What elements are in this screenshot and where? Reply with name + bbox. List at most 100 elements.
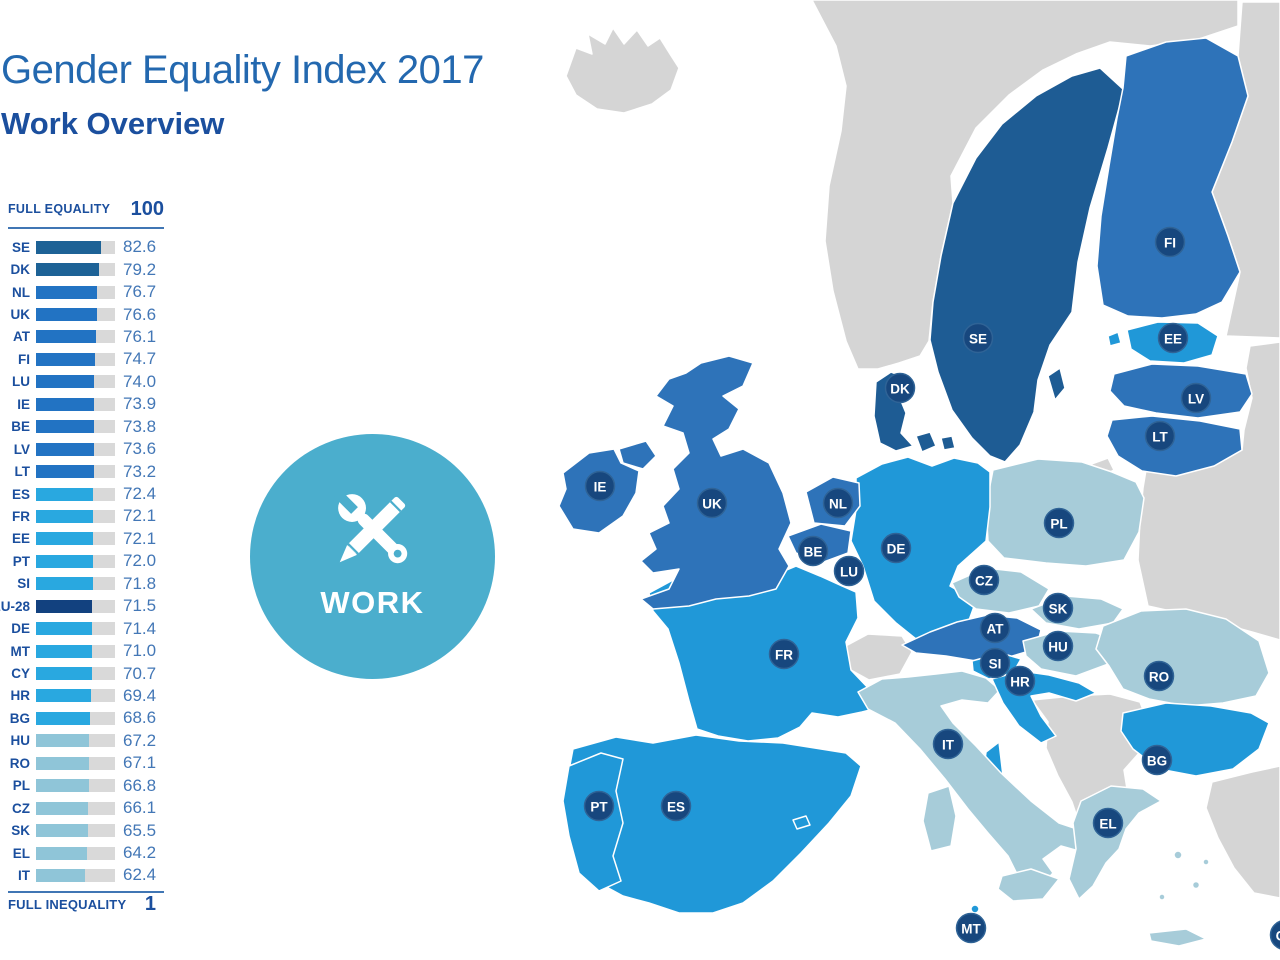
map-label-text-CY: CY — [1276, 929, 1280, 944]
bar-fill — [36, 868, 86, 882]
map-label-text-BE: BE — [804, 545, 823, 560]
bar-row-DE: DE 71.4 — [0, 617, 156, 639]
map-label-text-LV: LV — [1188, 392, 1204, 407]
bar-value: 72.0 — [123, 551, 157, 571]
map-country-labels: FI SE EE DK LV LT IE UK NL PL DE BE LU CZ SK AT HU FR SI RO… — [583, 226, 1280, 950]
bar-row-HU: HU 67.2 — [0, 730, 157, 752]
map-label-text-FR: FR — [775, 648, 793, 663]
map-label-circle-DK — [884, 372, 916, 404]
full-inequality-value: 1 — [144, 893, 156, 915]
bar-track — [36, 846, 115, 860]
bar-track — [36, 577, 115, 591]
map-label-text-EL: EL — [1099, 817, 1116, 832]
map-label-circle-EL — [1092, 807, 1124, 839]
bar-row-UK: UK 76.6 — [0, 303, 157, 325]
bar-country-label: RO — [9, 755, 30, 771]
bar-value: 82.6 — [123, 237, 157, 257]
bar-track — [36, 330, 115, 344]
island-mallorca-shape — [792, 815, 811, 830]
map-label-circle-PL — [1043, 507, 1075, 539]
bar-row-LU: LU 74.0 — [0, 371, 156, 393]
island-aegean-2 — [1191, 880, 1201, 890]
bar-track — [36, 689, 115, 703]
bar-value: 72.4 — [123, 484, 157, 504]
bar-value: 64.2 — [123, 843, 157, 863]
bar-row-RO: RO 67.1 — [0, 752, 156, 774]
bar-track — [36, 554, 115, 568]
bar-row-LV: LV 73.6 — [0, 438, 156, 460]
bar-value: 73.8 — [123, 416, 157, 436]
bar-row-BE: BE 73.8 — [0, 416, 156, 438]
country-uk-shape — [640, 355, 792, 610]
map-label-circle-CZ — [968, 564, 1000, 596]
bar-value: 76.6 — [123, 304, 157, 324]
scale-top: FULL EQUALITY 100 — [8, 199, 164, 219]
work-badge: WORK — [250, 434, 495, 679]
bar-country-label: MT — [10, 643, 31, 659]
bar-track — [36, 711, 115, 725]
island-aegean-1 — [1173, 850, 1183, 860]
island-saaremaa-shape — [1107, 331, 1122, 347]
bar-country-label: SI — [17, 576, 30, 592]
bar-row-MT: MT 71.0 — [0, 640, 157, 662]
bar-track — [36, 442, 115, 456]
map-label-circle-AT — [979, 612, 1011, 644]
map-label-circle-LU — [833, 555, 865, 587]
bar-track — [36, 397, 115, 411]
map-label-circle-PT — [583, 790, 615, 822]
bar-track — [36, 375, 115, 389]
bar-row-BG: BG 68.6 — [0, 707, 156, 729]
map-label-text-MT: MT — [961, 922, 981, 937]
map-label-text-NL: NL — [829, 497, 847, 512]
map-label-text-AT: AT — [987, 622, 1005, 637]
scale-rule-top — [8, 227, 164, 229]
bar-fill — [36, 734, 90, 748]
bar-rows: SE 82.6 DK 79.2 NL 76.7 UK 76.6 AT 76.1 FI 74.7 LU 74… — [0, 236, 156, 887]
country-iceland-shape — [565, 27, 680, 114]
bar-track — [36, 599, 115, 613]
bar-row-DK: DK 79.2 — [0, 258, 157, 280]
bar-row-SI: SI 71.8 — [0, 573, 156, 595]
bar-fill — [36, 644, 93, 658]
bar-country-label: BE — [11, 419, 30, 435]
bar-value: 76.1 — [123, 326, 157, 346]
bar-country-label: EE — [11, 531, 30, 547]
country-lithuania-shape — [1106, 415, 1243, 477]
bar-fill — [36, 375, 95, 389]
bar-value: 72.1 — [123, 528, 157, 548]
page-title: Gender Equality Index 2017 — [1, 48, 484, 92]
map-label-text-LU: LU — [840, 565, 858, 580]
bar-track — [36, 644, 115, 658]
map-label-text-CZ: CZ — [975, 574, 993, 589]
bar-row-LT: LT 73.2 — [0, 460, 157, 482]
map-label-circle-FI — [1154, 226, 1186, 258]
bar-country-label: CZ — [12, 800, 30, 816]
map-label-circle-NL — [822, 487, 854, 519]
bar-track — [36, 465, 115, 479]
map-label-text-BG: BG — [1147, 754, 1167, 769]
map-label-circle-LT — [1144, 420, 1176, 452]
bar-track — [36, 868, 115, 882]
bar-row-CZ: CZ 66.1 — [0, 797, 156, 819]
bar-row-ES: ES 72.4 — [0, 483, 156, 505]
bar-value: 79.2 — [123, 259, 157, 279]
bar-value: 71.4 — [123, 618, 157, 638]
bar-value: 76.7 — [123, 282, 157, 302]
bar-row-EE: EE 72.1 — [0, 528, 156, 550]
bar-row-CY: CY 70.7 — [0, 662, 156, 684]
map-label-circle-DE — [880, 532, 912, 564]
bar-fill — [36, 397, 95, 411]
bar-country-label: NL — [12, 284, 30, 300]
island-sardinia-shape — [922, 785, 957, 852]
bar-fill — [36, 824, 88, 838]
bar-country-label: LU — [12, 374, 30, 390]
bar-value: 74.7 — [123, 349, 157, 369]
map-label-text-RO: RO — [1149, 670, 1169, 685]
bar-fill — [36, 846, 87, 860]
bar-row-FI: FI 74.7 — [0, 348, 156, 370]
bar-fill — [36, 308, 97, 322]
bar-value: 65.5 — [123, 820, 157, 840]
bar-value: 73.2 — [123, 461, 157, 481]
bar-fill — [36, 465, 94, 479]
